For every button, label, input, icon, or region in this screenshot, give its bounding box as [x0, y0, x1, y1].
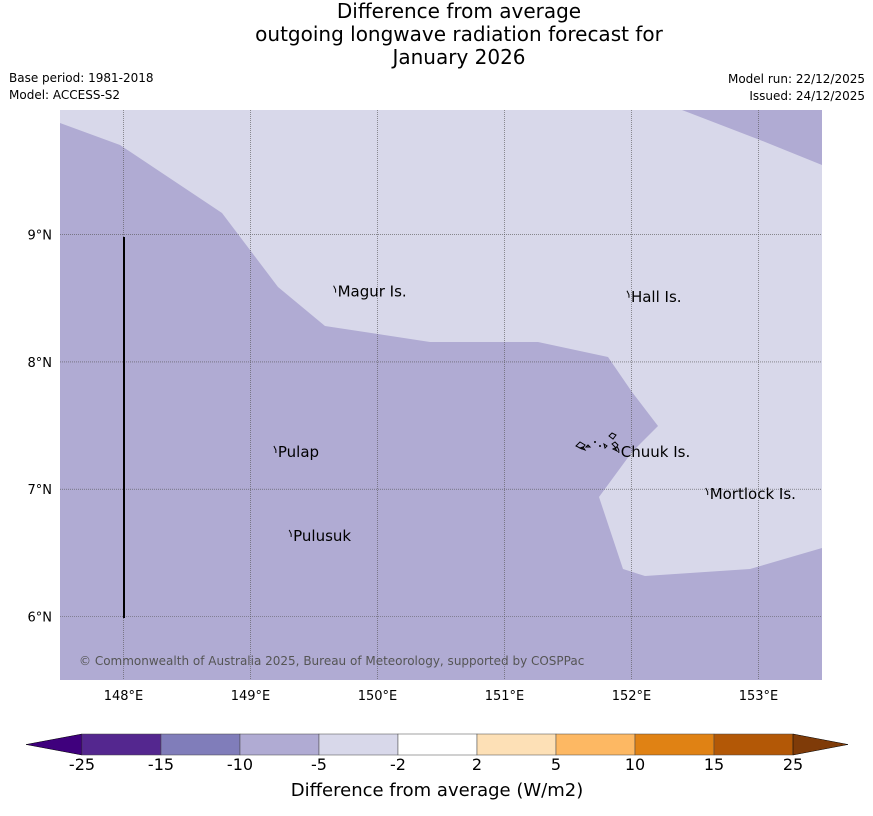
meta-left: Base period: 1981-2018 Model: ACCESS-S2 [9, 70, 154, 104]
colorbar-tick-label: 2 [471, 755, 483, 774]
lat-tick-label: 8°N [28, 356, 53, 371]
colorbar-title: Difference from average (W/m2) [290, 780, 584, 801]
colorbar-max-extension [792, 733, 849, 756]
colorbar-segment [713, 733, 794, 756]
colorbar-tick-label: 5 [550, 755, 562, 774]
island-marker [288, 529, 292, 537]
model-name: Model: ACCESS-S2 [9, 88, 121, 102]
chuuk-island-shape [611, 441, 619, 449]
chuuk-island-shape [578, 446, 587, 452]
lon-tick-label: 148°E [104, 689, 144, 704]
colorbar-segment [476, 733, 557, 756]
model-run: Model run: 22/12/2025 [727, 72, 865, 86]
map-title: Difference from average outgoing longwav… [0, 0, 873, 69]
colorbar-tick-label: 25 [782, 755, 804, 774]
colorbar-tick-label: 15 [703, 755, 725, 774]
chuuk-islands [575, 432, 619, 453]
chuuk-island-shape [608, 432, 617, 440]
title-line-3: January 2026 [392, 45, 526, 69]
island-marker [626, 290, 630, 298]
copyright-notice: © Commonwealth of Australia 2025, Bureau… [79, 654, 584, 668]
colorbar-tick-label: -10 [226, 755, 254, 774]
chuuk-island-dot [599, 445, 601, 447]
lat-tick-label: 9°N [28, 229, 53, 244]
issued-date: Issued: 24/12/2025 [749, 89, 865, 103]
place-labels: Magur Is. Hall Is. Pulap Chuuk Is. Mortlock … [273, 283, 796, 545]
map-area: Magur Is. Hall Is. Pulap Chuuk Is. Mortlock … [60, 110, 822, 680]
colorbar-tick-label: -5 [311, 755, 327, 774]
island-marker [705, 487, 709, 495]
lat-tick-label: 6°N [28, 610, 53, 625]
colorbar-segment [239, 733, 320, 756]
place-label: Magur Is. [338, 283, 407, 301]
chuuk-island-dot [594, 441, 596, 443]
lat-tick-label: 7°N [28, 483, 53, 498]
place-label: Hall Is. [631, 288, 682, 306]
colorbar-tick-label: -2 [390, 755, 406, 774]
title-line-2: outgoing longwave radiation forecast for [255, 22, 663, 46]
colorbar-segment [318, 733, 399, 756]
title-line-1: Difference from average [336, 0, 582, 23]
colorbar-segment [555, 733, 636, 756]
colorbar-tick-label: -15 [147, 755, 175, 774]
colorbar-tick-label: 10 [624, 755, 646, 774]
base-period: Base period: 1981-2018 [9, 71, 154, 85]
colorbar-segment [634, 733, 715, 756]
colorbar-tick-label: -25 [68, 755, 96, 774]
chuuk-island-shape [603, 442, 608, 449]
place-label: Chuuk Is. [621, 443, 690, 461]
axis-tick-labels: 148°E 149°E 150°E 151°E 152°E 153°E 9°N 8°N 7°N 6… [28, 229, 779, 704]
island-marker [616, 445, 620, 453]
place-label: Pulap [278, 443, 319, 461]
colorbar-segment [81, 733, 162, 756]
colorbar-segment [160, 733, 241, 756]
lon-tick-label: 153°E [739, 689, 779, 704]
colorbar-segment [397, 733, 478, 756]
lon-tick-label: 151°E [485, 689, 525, 704]
lon-tick-label: 152°E [612, 689, 652, 704]
place-label: Mortlock Is. [710, 485, 796, 503]
colorbar [25, 733, 849, 756]
island-marker [333, 285, 337, 293]
chuuk-island-shape [584, 444, 592, 448]
chuuk-island-shape [611, 447, 619, 453]
place-label: Pulusuk [293, 527, 351, 545]
lon-tick-label: 150°E [358, 689, 398, 704]
island-marker [273, 445, 277, 453]
colorbar-min-extension [25, 733, 83, 756]
meta-right: Model run: 22/12/2025 Issued: 24/12/2025 [728, 71, 865, 105]
lon-tick-label: 149°E [231, 689, 271, 704]
